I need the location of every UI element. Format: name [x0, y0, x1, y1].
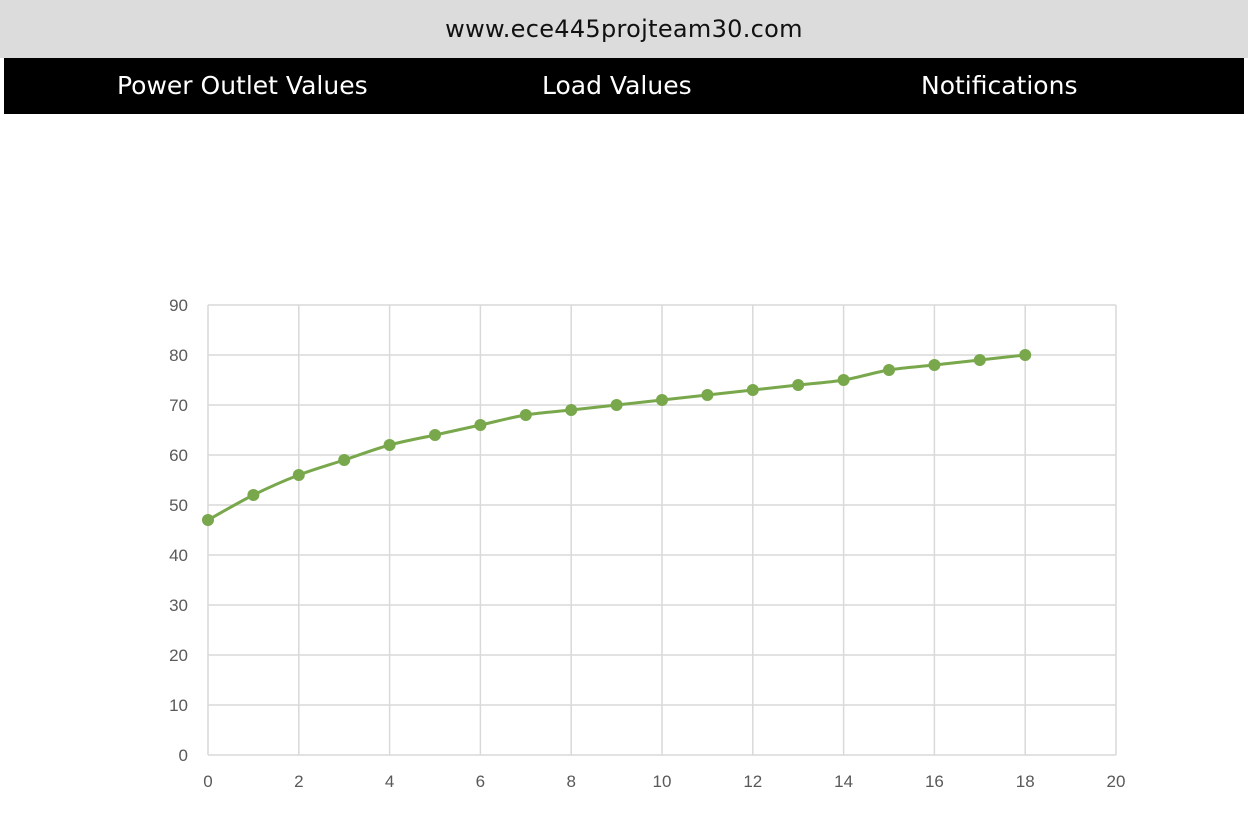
y-tick-label: 90 [169, 296, 188, 315]
data-point [701, 389, 714, 401]
nav-notifications[interactable]: Notifications [921, 71, 1078, 100]
y-tick-label: 60 [169, 446, 188, 465]
y-tick-label: 50 [169, 496, 188, 515]
series-line [207, 353, 1026, 522]
data-point [338, 454, 351, 466]
data-point [973, 354, 986, 366]
x-tick-label: 0 [203, 772, 212, 791]
url-text: www.ece445projteam30.com [445, 15, 803, 43]
x-tick-label: 6 [476, 772, 485, 791]
browser-url-bar[interactable]: www.ece445projteam30.com [0, 0, 1248, 58]
y-tick-label: 40 [169, 546, 188, 565]
data-point [202, 514, 214, 526]
data-point [928, 359, 941, 371]
x-tick-label: 18 [1016, 772, 1035, 791]
y-tick-label: 30 [169, 596, 188, 615]
data-point [519, 409, 532, 421]
data-point [837, 374, 850, 386]
nav-power-outlet-values[interactable]: Power Outlet Values [117, 71, 368, 100]
x-tick-label: 4 [385, 772, 394, 791]
x-tick-label: 2 [294, 772, 303, 791]
line-chart: 0 10 20 30 40 50 60 70 80 90 0 2 4 6 8 10 12 14 16 18 20 [169, 296, 1126, 791]
x-tick-label: 10 [653, 772, 672, 791]
data-point [883, 364, 895, 376]
y-tick-label: 70 [169, 396, 188, 415]
x-tick-label: 16 [925, 772, 944, 791]
data-point [1019, 349, 1032, 361]
x-tick-label: 20 [1107, 772, 1126, 791]
data-point [474, 419, 487, 431]
y-tick-label: 80 [169, 346, 188, 365]
x-tick-label: 14 [834, 772, 853, 791]
data-point [429, 429, 441, 441]
data-point [610, 399, 623, 411]
data-point [565, 404, 578, 416]
x-tick-label: 12 [743, 772, 762, 791]
y-tick-label: 0 [179, 746, 188, 765]
data-point [656, 394, 668, 406]
x-tick-label: 8 [566, 772, 575, 791]
data-point [746, 384, 759, 396]
y-tick-label: 20 [169, 646, 188, 665]
data-point [247, 489, 260, 501]
main-content: 0 10 20 30 40 50 60 70 80 90 0 2 4 6 8 10 12 14 16 18 20 [0, 114, 1248, 820]
nav-load-values[interactable]: Load Values [542, 71, 692, 100]
y-tick-label: 10 [169, 696, 188, 715]
data-point [292, 469, 305, 481]
data-point [792, 379, 805, 391]
data-point [383, 439, 396, 451]
nav-bar: Power Outlet Values Load Values Notifica… [4, 58, 1244, 114]
